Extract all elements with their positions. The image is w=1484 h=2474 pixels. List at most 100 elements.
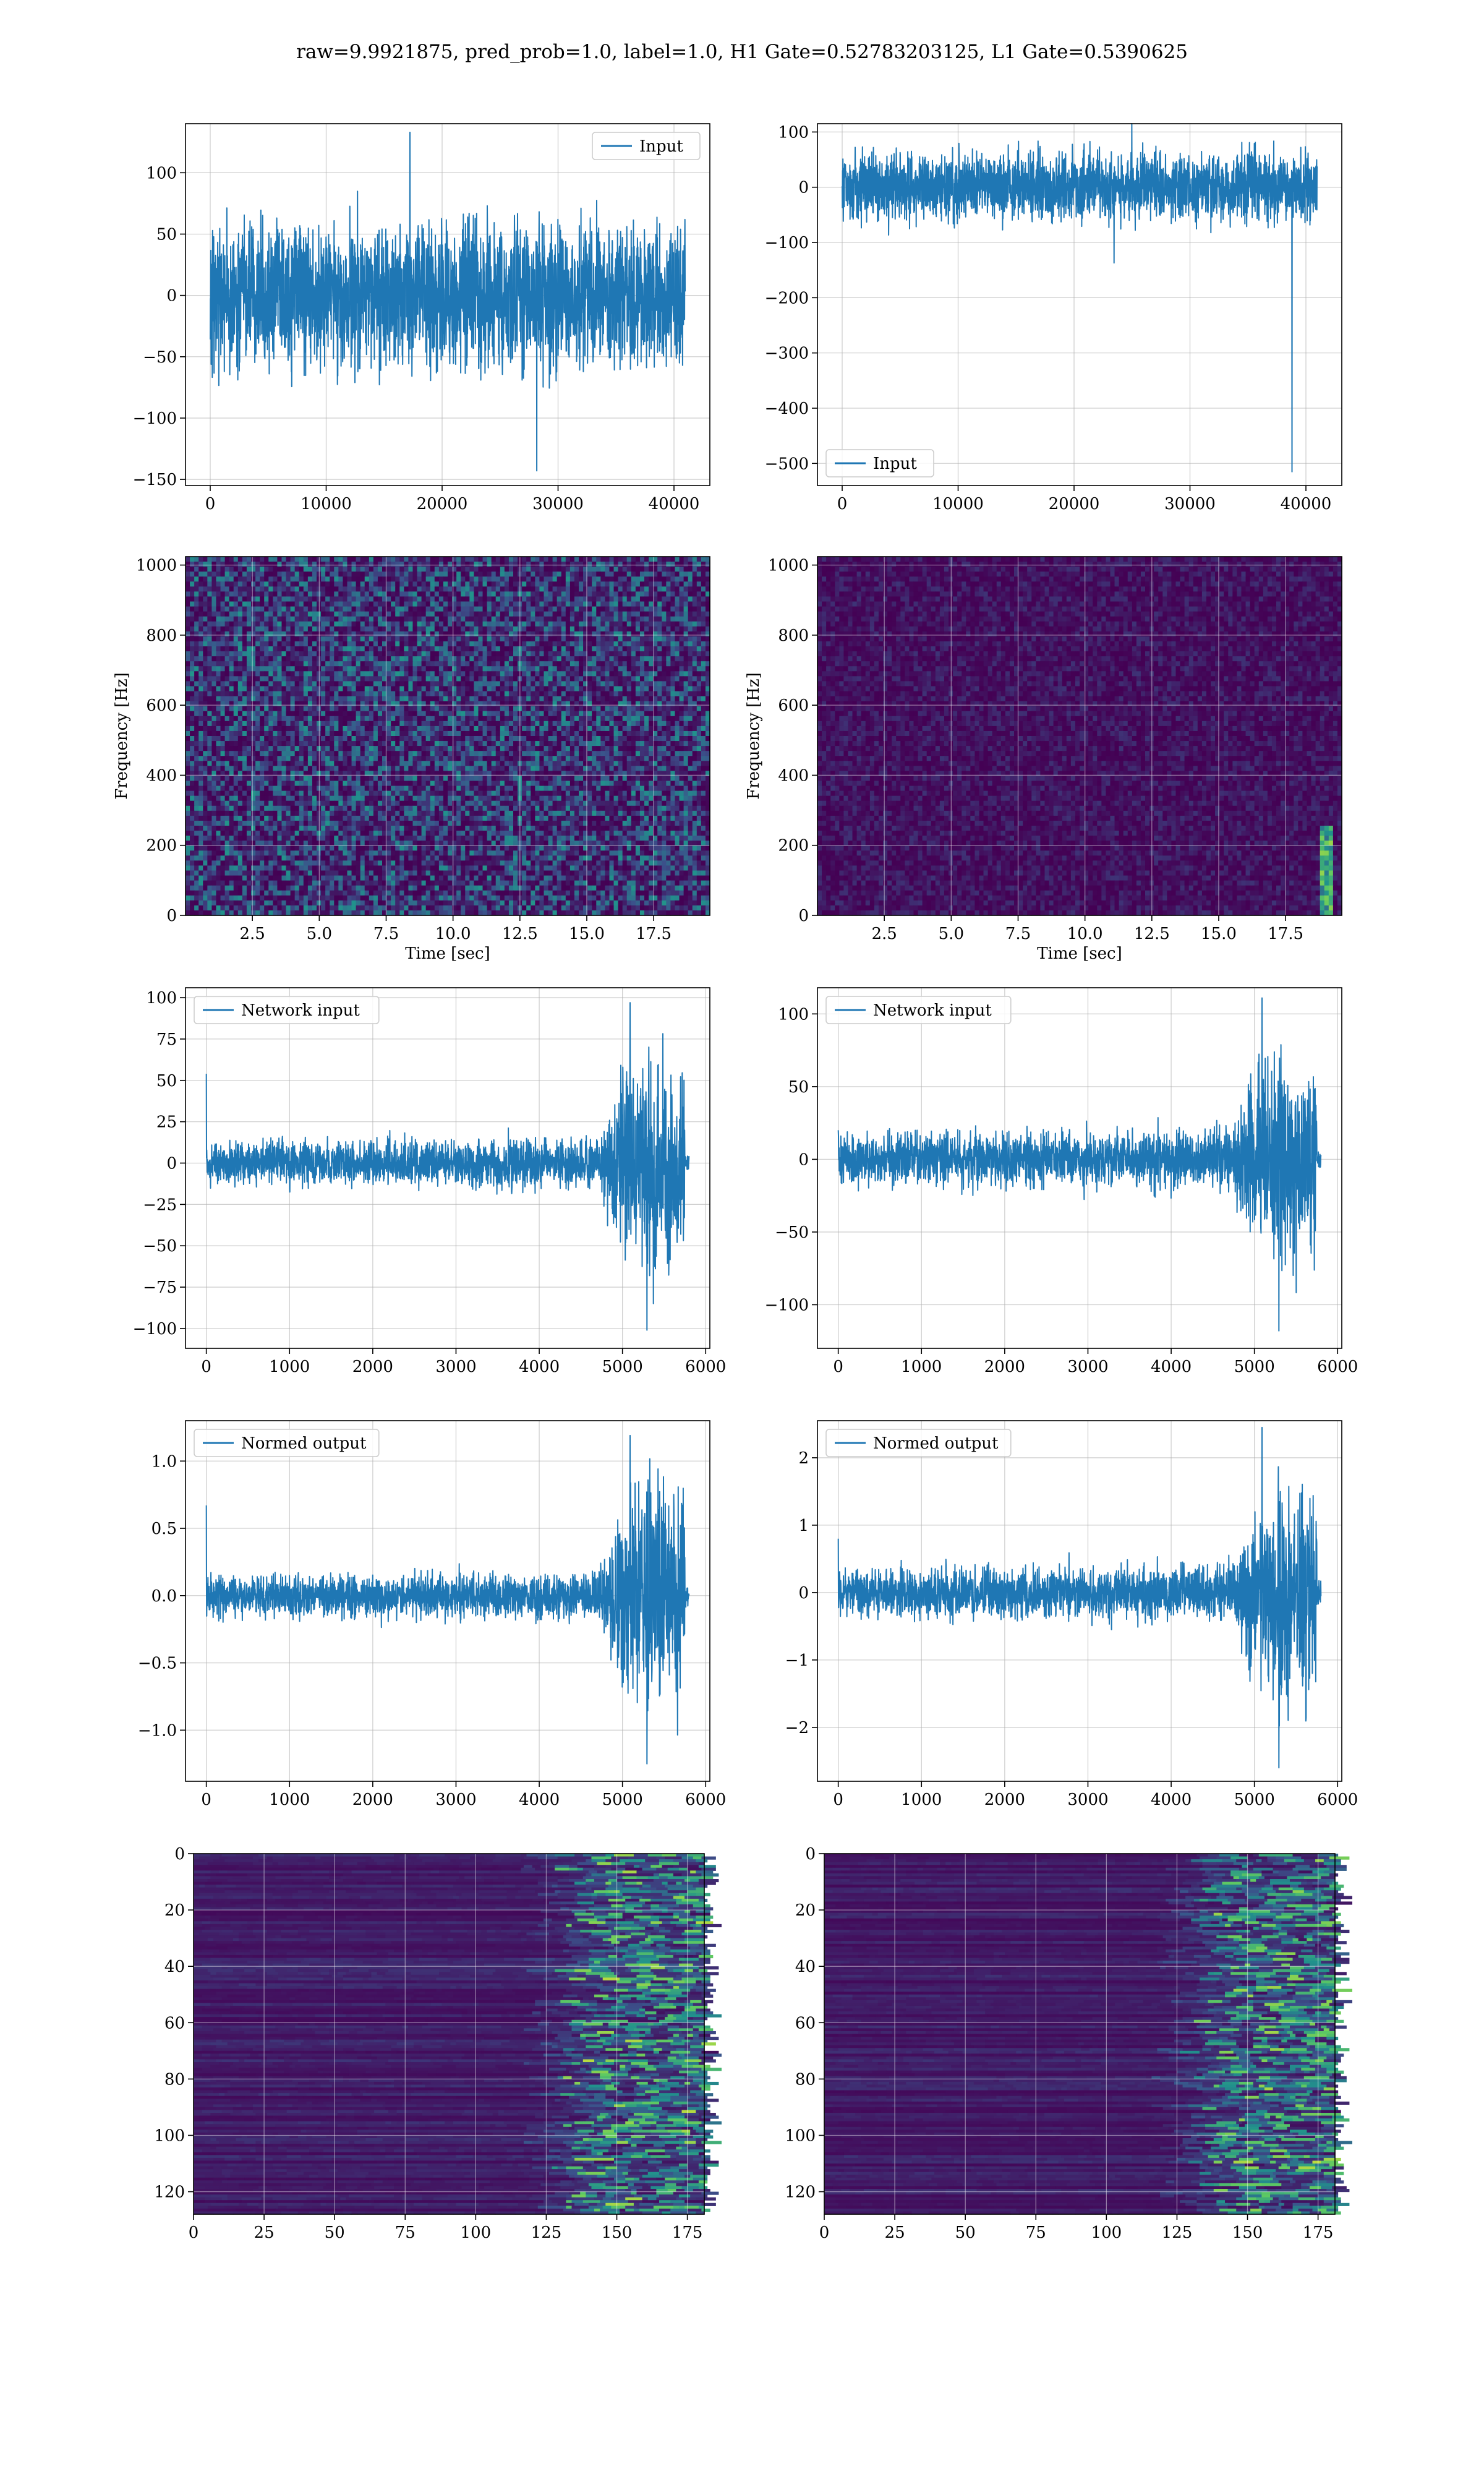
heatmap-cell — [194, 721, 199, 727]
heatmap-cell — [526, 591, 531, 597]
heatmap-cell — [544, 651, 549, 657]
heatmap-cell — [373, 626, 378, 632]
heatmap-cell — [417, 567, 422, 572]
heatmap-cell — [246, 626, 252, 632]
heatmap-cell — [495, 641, 501, 647]
heatmap-cell — [705, 726, 710, 732]
heatmap-cell — [662, 656, 667, 662]
heatmap-cell — [207, 567, 212, 572]
heatmap-cell — [600, 756, 605, 761]
heatmap-cell — [495, 636, 501, 642]
heatmap-cell — [487, 557, 492, 562]
heatmap-cell — [522, 656, 527, 662]
heatmap-cell — [666, 571, 671, 577]
heatmap-cell — [574, 591, 579, 597]
heatmap-cell — [662, 721, 667, 727]
heatmap-cell — [688, 651, 693, 657]
heatmap-cell — [605, 721, 610, 727]
heatmap-cell — [338, 730, 343, 737]
heatmap-cell — [198, 576, 203, 582]
heatmap-cell — [412, 730, 418, 737]
heatmap-cell — [491, 596, 497, 602]
heatmap-cell — [430, 651, 435, 657]
heatmap-cell — [600, 721, 605, 727]
heatmap-cell — [198, 596, 203, 602]
heatmap-cell — [434, 567, 440, 572]
heatmap-cell — [430, 746, 435, 751]
heatmap-cell — [565, 636, 571, 642]
heatmap-cell — [242, 586, 247, 592]
heatmap-cell — [539, 730, 545, 737]
heatmap-cell — [605, 671, 610, 677]
heatmap-cell — [264, 641, 269, 647]
heatmap-cell — [317, 631, 322, 637]
heatmap-cell — [513, 651, 518, 657]
heatmap-cell — [513, 626, 518, 632]
heatmap-cell — [434, 666, 440, 672]
heatmap-cell — [338, 701, 343, 707]
heatmap-cell — [513, 591, 518, 597]
heatmap-cell — [237, 696, 243, 702]
heatmap-cell — [438, 557, 444, 562]
heatmap-cell — [592, 701, 597, 707]
heatmap-cell — [696, 601, 702, 607]
heatmap-cell — [203, 701, 208, 707]
heatmap-cell — [356, 726, 361, 732]
heatmap-cell — [203, 601, 208, 607]
heatmap-cell — [465, 567, 470, 572]
heatmap-cell — [299, 656, 304, 662]
heatmap-cell — [679, 621, 684, 627]
heatmap-cell — [399, 686, 404, 692]
heatmap-cell — [404, 701, 409, 707]
heatmap-cell — [692, 596, 697, 602]
heatmap-cell — [334, 562, 339, 567]
heatmap-cell — [504, 706, 510, 712]
heatmap-cell — [386, 691, 391, 697]
heatmap-cell — [478, 681, 484, 687]
heatmap-cell — [237, 591, 243, 597]
heatmap-cell — [465, 631, 470, 637]
heatmap-cell — [312, 596, 317, 602]
heatmap-cell — [539, 557, 545, 562]
heatmap-cell — [556, 746, 562, 751]
heatmap-cell — [649, 621, 654, 627]
heatmap-cell — [535, 601, 540, 607]
y-tick-label: −100 — [133, 409, 177, 428]
heatmap-cell — [583, 681, 588, 687]
heatmap-cell — [260, 631, 265, 637]
heatmap-cell — [443, 706, 448, 712]
heatmap-cell — [657, 651, 662, 657]
heatmap-cell — [347, 701, 352, 707]
heatmap-cell — [574, 586, 579, 592]
heatmap-cell — [364, 701, 370, 707]
heatmap-cell — [430, 716, 435, 722]
heatmap-cell — [613, 557, 619, 562]
heatmap-cell — [579, 651, 584, 657]
heatmap-cell — [482, 591, 488, 597]
heatmap-cell — [273, 631, 278, 637]
heatmap-cell — [237, 676, 243, 682]
heatmap-cell — [526, 601, 531, 607]
heatmap-cell — [203, 721, 208, 727]
heatmap-cell — [251, 736, 256, 742]
heatmap-cell — [592, 681, 597, 687]
heatmap-cell — [264, 706, 269, 712]
heatmap-cell — [635, 626, 641, 632]
heatmap-cell — [448, 736, 453, 742]
heatmap-cell — [482, 586, 488, 592]
heatmap-cell — [675, 557, 680, 562]
heatmap-cell — [618, 601, 623, 607]
heatmap-cell — [303, 646, 309, 652]
heatmap-cell — [207, 581, 212, 587]
heatmap-cell — [242, 741, 247, 747]
heatmap-cell — [343, 716, 348, 722]
heatmap-cell — [626, 631, 632, 637]
heatmap-cell — [255, 557, 260, 562]
heatmap-cell — [605, 646, 610, 652]
heatmap-cell — [356, 571, 361, 577]
heatmap-cell — [618, 636, 623, 642]
heatmap-cell — [203, 581, 208, 587]
heatmap-cell — [609, 666, 615, 672]
heatmap-cell — [364, 666, 370, 672]
heatmap-cell — [268, 646, 273, 652]
